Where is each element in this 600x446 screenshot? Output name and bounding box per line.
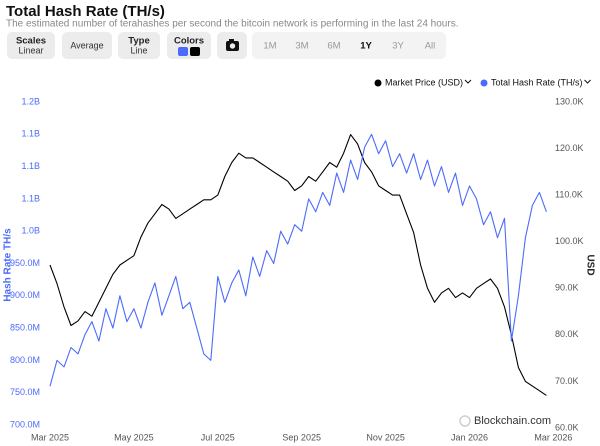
y-tick-label: 1.2B [21, 96, 40, 106]
y2-tick-label: 100.0K [555, 236, 584, 246]
y-tick-label: 1.1B [21, 161, 40, 171]
y-tick-label: 1.1B [21, 193, 40, 203]
legend-caret [584, 79, 591, 84]
series-line [49, 134, 547, 396]
x-tick-label: May 2025 [114, 432, 154, 442]
y2-axis-title: USD [584, 254, 595, 275]
legend-marker [374, 79, 382, 87]
color-swatch [178, 47, 188, 56]
range-button[interactable]: 1M [263, 41, 276, 52]
y-tick-label: 900.0M [10, 290, 40, 300]
x-tick-label: Mar 2025 [31, 432, 69, 442]
y-tick-label: 700.0M [10, 419, 40, 429]
scales-button[interactable] [7, 32, 55, 59]
y2-tick-label: 90.0K [555, 283, 579, 293]
y2-tick-label: 130.0K [555, 96, 584, 106]
y-axis-title: Hash Rate TH/s [3, 228, 14, 302]
type-value: Line [130, 45, 147, 55]
x-tick-label: Mar 2026 [534, 432, 572, 442]
x-tick-label: Jul 2025 [201, 432, 235, 442]
range-panel [252, 32, 446, 59]
legend-label[interactable]: Total Hash Rate (TH/s) [491, 77, 583, 87]
y-tick-label: 750.0M [10, 387, 40, 397]
y-tick-label: 950.0M [10, 258, 40, 268]
range-button[interactable]: 1Y [360, 41, 372, 52]
scales-label: Scales [16, 36, 46, 47]
type-button[interactable] [118, 32, 160, 59]
page-title: Total Hash Rate (TH/s) [6, 3, 165, 20]
y-tick-label: 1.1B [21, 129, 40, 139]
y-tick-label: 800.0M [10, 355, 40, 365]
watermark: Blockchain.com [474, 415, 551, 427]
colors-label: Colors [174, 36, 204, 47]
type-label: Type [128, 36, 149, 47]
y-tick-label: 1.0B [21, 226, 40, 236]
y-tick-label: 850.0M [10, 322, 40, 332]
series-line [49, 133, 547, 387]
legend-marker [480, 79, 488, 87]
average-button[interactable] [62, 32, 112, 59]
x-tick-label: Nov 2025 [366, 432, 405, 442]
color-swatch [190, 47, 200, 56]
y2-tick-label: 120.0K [555, 143, 584, 153]
y2-tick-label: 110.0K [555, 190, 583, 200]
camera-icon [229, 43, 236, 49]
watermark-icon [459, 415, 471, 427]
range-button[interactable]: All [425, 41, 436, 52]
x-tick-label: Jan 2026 [451, 432, 488, 442]
range-button[interactable]: 6M [327, 41, 340, 52]
average-label: Average [70, 40, 103, 50]
legend-caret [464, 79, 472, 84]
page-subtitle: The estimated number of terahashes per s… [6, 19, 458, 30]
y2-tick-label: 60.0K [555, 422, 579, 432]
legend-label[interactable]: Market Price (USD) [385, 77, 463, 87]
x-tick-label: Sep 2025 [282, 432, 321, 442]
scales-value: Linear [18, 45, 43, 55]
y2-tick-label: 70.0K [555, 376, 579, 386]
range-button[interactable]: 3M [295, 41, 308, 52]
y2-tick-label: 80.0K [555, 329, 579, 339]
camera-icon [229, 39, 234, 42]
range-button[interactable]: 3Y [392, 41, 404, 52]
